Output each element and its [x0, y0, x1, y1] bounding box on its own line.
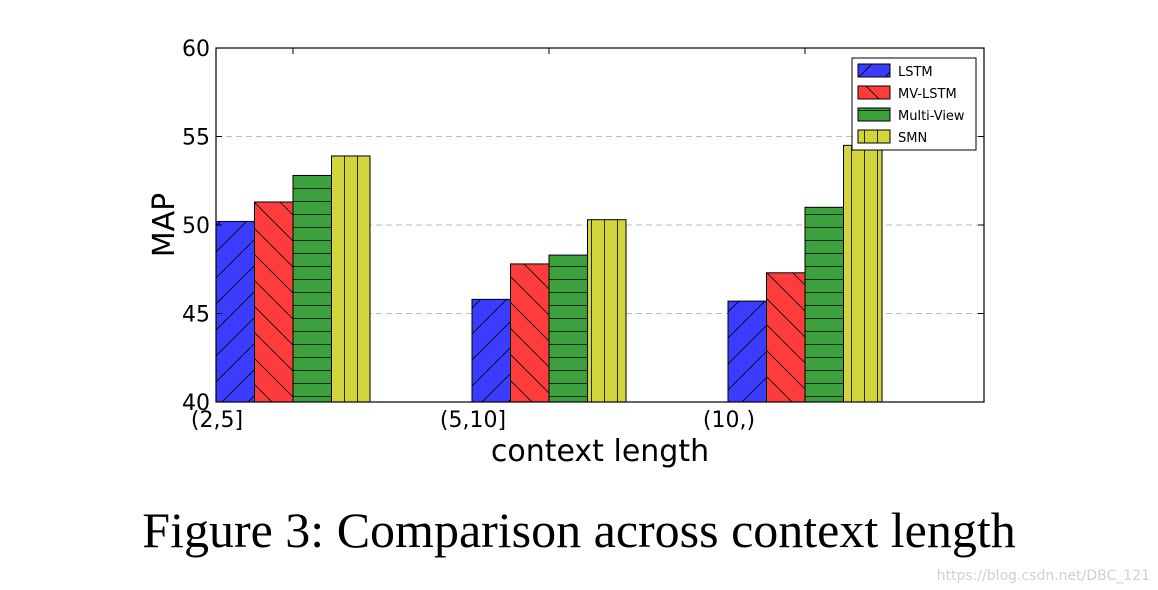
x-tick-label: (5,10]: [440, 408, 506, 433]
legend-swatch: [857, 129, 891, 144]
legend-swatch: [857, 85, 891, 100]
y-tick-label: 55: [182, 126, 210, 151]
legend-label: Multi-View: [898, 109, 965, 124]
bars: [215, 144, 883, 403]
bar-lstm-0: [215, 220, 255, 403]
y-axis-ticks: 40 45 50 55 60: [182, 37, 984, 416]
bar-smn-1: [587, 219, 627, 403]
y-tick-label: 40: [182, 391, 210, 416]
y-tick-label: 50: [182, 214, 210, 239]
x-tick-label: (10,): [703, 408, 755, 433]
legend-label: LSTM: [898, 65, 933, 80]
bar-multi-view-1: [548, 254, 588, 403]
bar-mv-lstm-2: [766, 272, 806, 403]
legend: LSTM MV-LSTM Multi-View SMN: [851, 57, 977, 151]
x-tick-label: (2,5]: [191, 408, 243, 433]
legend-label: MV-LSTM: [898, 87, 957, 102]
y-tick-label: 45: [182, 303, 210, 328]
y-tick-label: 60: [182, 37, 210, 62]
watermark: https://blog.csdn.net/DBC_121: [936, 568, 1150, 584]
bar-lstm-2: [727, 300, 767, 403]
y-axis-title: MAP: [147, 193, 182, 258]
legend-swatch: [857, 63, 891, 78]
bar-mv-lstm-0: [254, 201, 294, 403]
bar-lstm-1: [471, 298, 511, 403]
bar-chart: 40 45 50 55 60 (2,5] (5,10] (10,) MAP context …: [147, 37, 985, 469]
legend-swatch: [857, 107, 891, 122]
bar-smn-0: [331, 155, 371, 403]
bar-mv-lstm-1: [510, 263, 550, 403]
bar-smn-2: [843, 144, 883, 403]
x-axis-ticks: (2,5] (5,10] (10,): [191, 48, 806, 433]
bar-multi-view-2: [804, 206, 844, 403]
figure-caption: Figure 3: Comparison across context leng…: [142, 502, 1016, 558]
x-axis-title: context length: [491, 434, 709, 469]
bar-multi-view-0: [292, 174, 332, 403]
legend-label: SMN: [898, 131, 927, 146]
